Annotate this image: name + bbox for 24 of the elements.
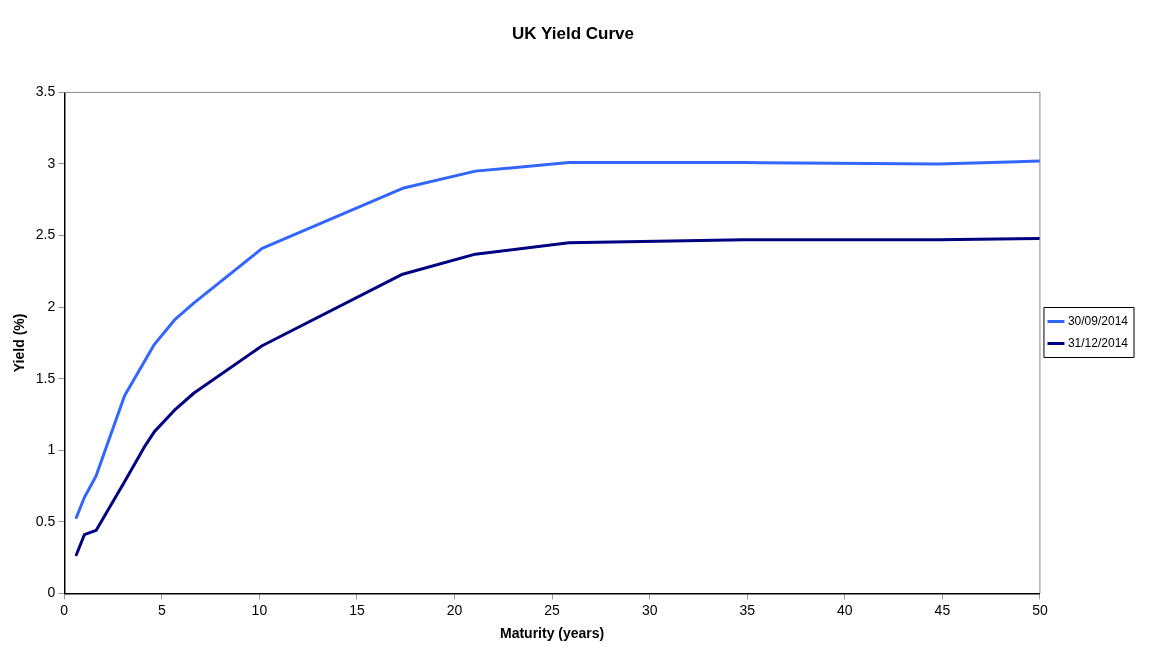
- x-axis-title: Maturity (years): [499, 625, 605, 642]
- x-tick-label: 5: [157, 601, 166, 618]
- y-tick-label: 0: [47, 584, 56, 601]
- y-tick-label: 2.5: [35, 226, 56, 243]
- x-tick-label: 25: [544, 601, 561, 618]
- x-tick-label: 35: [739, 601, 756, 618]
- x-tick-label: 15: [349, 601, 365, 618]
- legend-label: 30/09/2014: [1067, 313, 1129, 328]
- y-tick-label: 1.5: [35, 369, 56, 386]
- x-tick-label: 50: [1032, 601, 1048, 618]
- legend-label: 31/12/2014: [1067, 335, 1129, 350]
- y-tick-label: 1: [47, 441, 56, 458]
- chart-title: UK Yield Curve: [512, 23, 634, 43]
- y-tick-label: 2: [47, 297, 56, 314]
- x-tick-label: 45: [934, 601, 951, 618]
- y-tick-label: 3.5: [35, 83, 56, 100]
- y-axis-title: Yield (%): [11, 313, 28, 373]
- x-tick-label: 40: [837, 601, 853, 618]
- y-tick-label: 0.5: [35, 512, 56, 529]
- x-tick-label: 20: [446, 601, 463, 618]
- y-tick-label: 3: [47, 154, 56, 171]
- x-tick-label: 30: [641, 601, 658, 618]
- x-tick-label: 0: [60, 601, 69, 618]
- x-tick-label: 10: [251, 601, 268, 618]
